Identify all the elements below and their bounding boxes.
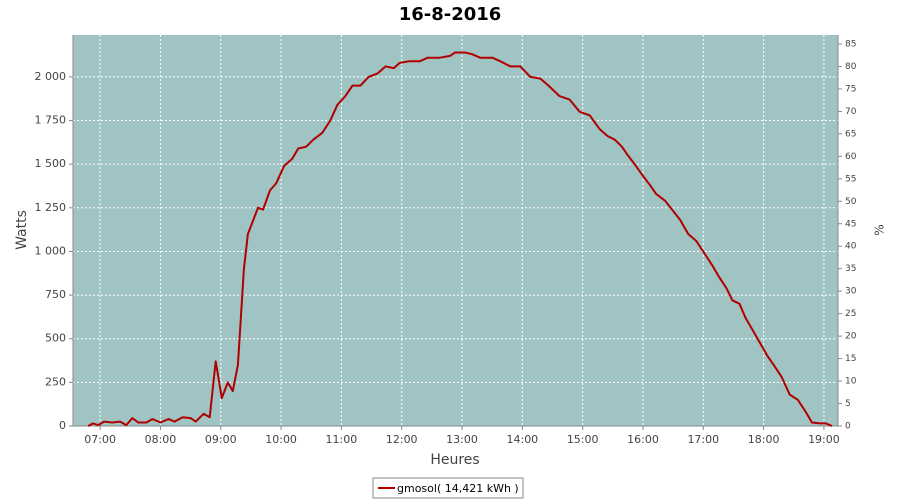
x-tick-label: 19:00 <box>808 433 840 446</box>
y-tick-label: 1 000 <box>35 244 67 257</box>
y2-tick-label: 30 <box>845 287 857 297</box>
legend-label: gmosol( 14,421 kWh ) <box>397 482 519 495</box>
y2-tick-label: 85 <box>845 39 856 49</box>
y-tick-label: 2 000 <box>35 70 67 83</box>
y-tick-label: 0 <box>59 419 66 432</box>
y2-tick-label: 50 <box>845 197 857 207</box>
x-tick-label: 12:00 <box>386 433 418 446</box>
y2-tick-label: 40 <box>845 242 857 252</box>
x-tick-label: 13:00 <box>446 433 478 446</box>
y2-tick-label: 75 <box>845 84 856 94</box>
y2-tick-label: 45 <box>845 219 856 229</box>
y2-tick-label: 20 <box>845 332 857 342</box>
y2-tick-label: 60 <box>845 152 857 162</box>
x-tick-label: 09:00 <box>205 433 237 446</box>
y2-tick-label: 70 <box>845 107 857 117</box>
x-tick-label: 17:00 <box>687 433 719 446</box>
y2-axis-label: % <box>873 224 887 235</box>
y-tick-label: 750 <box>45 288 66 301</box>
x-tick-label: 16:00 <box>627 433 659 446</box>
y2-tick-label: 65 <box>845 129 856 139</box>
y-tick-label: 500 <box>45 332 66 345</box>
x-tick-label: 10:00 <box>265 433 297 446</box>
x-tick-label: 07:00 <box>84 433 116 446</box>
y-tick-label: 1 250 <box>35 201 67 214</box>
y2-tick-label: 55 <box>845 174 856 184</box>
y-axis-label: Watts <box>14 210 30 250</box>
line <box>87 51 833 427</box>
y2-tick-label: 10 <box>845 377 857 387</box>
x-tick-label: 11:00 <box>326 433 358 446</box>
y-tick-label: 1 500 <box>35 157 67 170</box>
y2-tick-label: 35 <box>845 264 856 274</box>
x-tick-label: 08:00 <box>145 433 177 446</box>
y2-tick-label: 25 <box>845 309 856 319</box>
x-tick-label: 15:00 <box>567 433 599 446</box>
y-tick-label: 1 750 <box>35 114 67 127</box>
y2-tick-label: 15 <box>845 354 856 364</box>
chart-title: 16-8-2016 <box>399 4 502 25</box>
y2-tick-label: 5 <box>845 399 851 409</box>
y-tick-label: 250 <box>45 375 66 388</box>
x-axis-label: Heures <box>430 452 479 468</box>
y2-tick-label: 80 <box>845 62 857 72</box>
plot-area <box>73 35 838 426</box>
y2-tick-label: 0 <box>845 422 851 432</box>
x-tick-label: 18:00 <box>748 433 780 446</box>
legend-box <box>372 477 524 499</box>
x-tick-label: 14:00 <box>506 433 538 446</box>
